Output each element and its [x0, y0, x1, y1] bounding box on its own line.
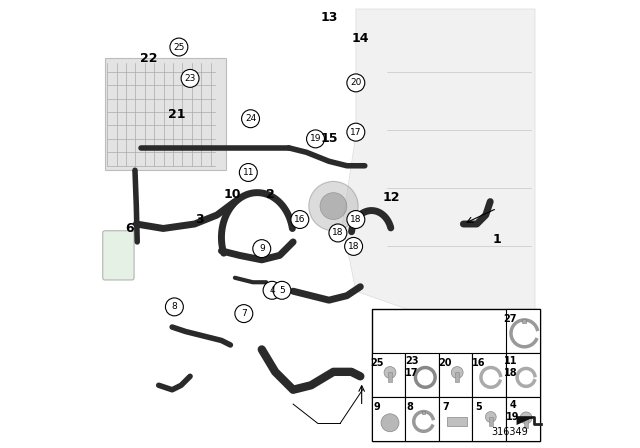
- Circle shape: [344, 237, 362, 255]
- Text: 11: 11: [243, 168, 254, 177]
- Bar: [472, 353, 506, 397]
- Text: 18: 18: [350, 215, 362, 224]
- Circle shape: [485, 412, 496, 422]
- Polygon shape: [342, 9, 535, 323]
- Text: 2: 2: [266, 188, 275, 202]
- Text: 4: 4: [509, 400, 516, 410]
- Text: 6: 6: [125, 222, 134, 235]
- Text: 21: 21: [168, 108, 186, 121]
- Text: 19: 19: [506, 412, 520, 422]
- Text: 27: 27: [503, 314, 516, 324]
- Circle shape: [273, 281, 291, 299]
- Text: 4: 4: [269, 286, 275, 295]
- Text: 10: 10: [224, 188, 241, 202]
- Bar: [439, 397, 472, 441]
- Text: 20: 20: [438, 358, 452, 368]
- Text: 1: 1: [493, 233, 501, 246]
- Circle shape: [235, 305, 253, 323]
- Text: 5: 5: [279, 286, 285, 295]
- Text: 23: 23: [184, 74, 196, 83]
- Circle shape: [347, 74, 365, 92]
- Text: 8: 8: [172, 302, 177, 311]
- Bar: [455, 372, 459, 382]
- Text: 22: 22: [140, 52, 157, 65]
- Text: 5: 5: [476, 402, 483, 412]
- Bar: [506, 353, 540, 397]
- Bar: [371, 309, 540, 441]
- Text: 19: 19: [310, 134, 321, 143]
- Bar: [422, 411, 425, 414]
- Text: 18: 18: [348, 242, 359, 251]
- Circle shape: [347, 211, 365, 228]
- Circle shape: [384, 366, 396, 379]
- Circle shape: [520, 412, 532, 424]
- Bar: [489, 417, 493, 426]
- Circle shape: [165, 298, 184, 316]
- Circle shape: [451, 366, 463, 379]
- Circle shape: [181, 69, 199, 87]
- Text: 23: 23: [405, 356, 419, 366]
- Text: 15: 15: [320, 132, 338, 146]
- Bar: [405, 353, 439, 397]
- Circle shape: [307, 130, 324, 148]
- Text: 18: 18: [332, 228, 344, 237]
- Text: 17: 17: [350, 128, 362, 137]
- Circle shape: [347, 123, 365, 141]
- Text: 7: 7: [241, 309, 246, 318]
- Text: 9: 9: [259, 244, 264, 253]
- Text: 7: 7: [442, 402, 449, 412]
- Bar: [472, 397, 506, 441]
- Text: 3: 3: [195, 213, 204, 226]
- Text: 316349: 316349: [492, 427, 529, 437]
- Circle shape: [242, 110, 260, 128]
- Bar: [371, 397, 405, 441]
- Circle shape: [253, 240, 271, 258]
- Text: 25: 25: [173, 43, 184, 52]
- Circle shape: [263, 281, 281, 299]
- Circle shape: [170, 38, 188, 56]
- Bar: [388, 372, 392, 382]
- Bar: [405, 397, 439, 441]
- Polygon shape: [516, 417, 534, 425]
- Bar: [371, 353, 405, 397]
- Text: 11: 11: [504, 356, 518, 366]
- Circle shape: [239, 164, 257, 181]
- FancyBboxPatch shape: [103, 231, 134, 280]
- Text: 14: 14: [351, 31, 369, 45]
- Bar: [506, 309, 540, 353]
- Text: 18: 18: [504, 368, 518, 378]
- Circle shape: [308, 181, 358, 231]
- Text: 8: 8: [407, 402, 413, 412]
- Circle shape: [291, 211, 309, 228]
- Text: 16: 16: [472, 358, 486, 368]
- Text: 24: 24: [245, 114, 256, 123]
- Circle shape: [381, 414, 399, 432]
- Text: 13: 13: [320, 11, 338, 25]
- Text: 9: 9: [373, 402, 380, 412]
- Bar: [439, 353, 472, 397]
- Text: 17: 17: [405, 368, 419, 378]
- Text: 25: 25: [370, 358, 383, 368]
- Bar: [506, 397, 540, 441]
- Bar: [522, 319, 527, 323]
- Bar: [105, 58, 226, 170]
- Text: 12: 12: [383, 190, 401, 204]
- Circle shape: [320, 193, 347, 220]
- Text: 16: 16: [294, 215, 305, 224]
- Bar: [447, 417, 467, 426]
- Circle shape: [329, 224, 347, 242]
- Bar: [524, 418, 528, 428]
- Text: 20: 20: [350, 78, 362, 87]
